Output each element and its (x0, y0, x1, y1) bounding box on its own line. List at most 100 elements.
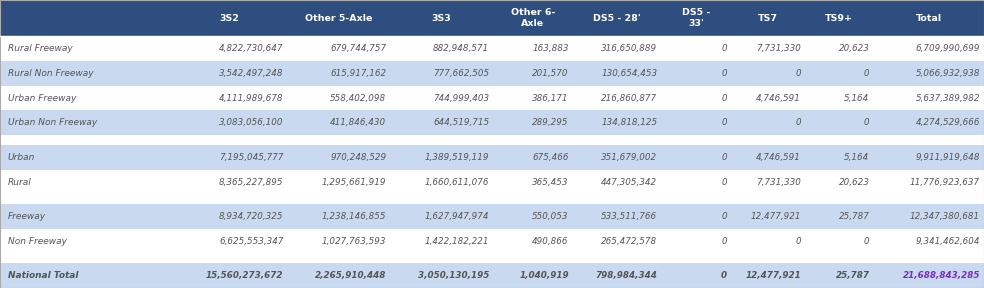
Text: 4,746,591: 4,746,591 (756, 153, 801, 162)
Bar (287, 61, 391, 86)
Text: 25,787: 25,787 (838, 212, 870, 221)
Bar (391, 61, 493, 86)
Text: 316,650,889: 316,650,889 (601, 44, 657, 53)
Bar (874, 61, 984, 86)
Text: 744,999,403: 744,999,403 (433, 94, 489, 103)
Bar (0, 36, 171, 61)
Text: 1,627,947,974: 1,627,947,974 (425, 212, 489, 221)
Bar (731, 170, 805, 194)
Text: 490,866: 490,866 (532, 237, 569, 246)
Text: 798,984,344: 798,984,344 (595, 271, 657, 280)
Bar (874, 204, 984, 229)
Text: 0: 0 (795, 69, 801, 78)
Bar (287, 145, 391, 170)
Bar (287, 229, 391, 254)
Bar (661, 263, 731, 288)
Bar (573, 86, 661, 111)
Text: Freeway: Freeway (8, 212, 46, 221)
Bar (661, 36, 731, 61)
Bar (731, 111, 805, 135)
Bar (171, 0, 287, 36)
Bar (391, 145, 493, 170)
Bar (171, 111, 287, 135)
Bar (661, 194, 731, 204)
Text: 0: 0 (864, 118, 870, 127)
Text: 0: 0 (720, 271, 727, 280)
Text: 163,883: 163,883 (532, 44, 569, 53)
Text: 615,917,162: 615,917,162 (331, 69, 387, 78)
Text: 1,040,919: 1,040,919 (520, 271, 569, 280)
Text: 7,195,045,777: 7,195,045,777 (219, 153, 283, 162)
Bar (805, 229, 874, 254)
Bar (731, 86, 805, 111)
Text: 365,453: 365,453 (532, 177, 569, 187)
Bar (287, 36, 391, 61)
Bar (493, 263, 573, 288)
Bar (493, 145, 573, 170)
Bar (731, 229, 805, 254)
Text: Urban Non Freeway: Urban Non Freeway (8, 118, 97, 127)
Text: 201,570: 201,570 (532, 69, 569, 78)
Text: 0: 0 (721, 44, 727, 53)
Text: 1,027,763,593: 1,027,763,593 (322, 237, 387, 246)
Bar (493, 111, 573, 135)
Bar (391, 86, 493, 111)
Bar (573, 0, 661, 36)
Bar (731, 254, 805, 263)
Bar (731, 135, 805, 145)
Bar (661, 61, 731, 86)
Bar (573, 111, 661, 135)
Text: 6,625,553,347: 6,625,553,347 (219, 237, 283, 246)
Bar (493, 170, 573, 194)
Bar (805, 204, 874, 229)
Bar (171, 194, 287, 204)
Text: 0: 0 (721, 212, 727, 221)
Bar (171, 135, 287, 145)
Bar (661, 0, 731, 36)
Bar (0, 61, 171, 86)
Bar (573, 61, 661, 86)
Bar (0, 170, 171, 194)
Bar (731, 204, 805, 229)
Bar (805, 170, 874, 194)
Bar (171, 229, 287, 254)
Bar (661, 254, 731, 263)
Bar (661, 145, 731, 170)
Text: 12,347,380,681: 12,347,380,681 (910, 212, 980, 221)
Bar (805, 194, 874, 204)
Bar (0, 204, 171, 229)
Bar (0, 86, 171, 111)
Bar (573, 135, 661, 145)
Text: 0: 0 (721, 118, 727, 127)
Bar (805, 263, 874, 288)
Bar (493, 204, 573, 229)
Bar (661, 135, 731, 145)
Text: 675,466: 675,466 (532, 153, 569, 162)
Bar (391, 111, 493, 135)
Bar (805, 111, 874, 135)
Bar (874, 36, 984, 61)
Text: 7,731,330: 7,731,330 (756, 177, 801, 187)
Text: 970,248,529: 970,248,529 (331, 153, 387, 162)
Bar (805, 86, 874, 111)
Text: 8,365,227,895: 8,365,227,895 (219, 177, 283, 187)
Text: DS5 -
33': DS5 - 33' (682, 8, 710, 28)
Text: 386,171: 386,171 (532, 94, 569, 103)
Text: Rural: Rural (8, 177, 31, 187)
Bar (0, 229, 171, 254)
Bar (391, 263, 493, 288)
Text: 4,822,730,647: 4,822,730,647 (219, 44, 283, 53)
Bar (0, 111, 171, 135)
Text: 3S3: 3S3 (432, 14, 452, 22)
Text: 0: 0 (721, 237, 727, 246)
Text: 216,860,877: 216,860,877 (601, 94, 657, 103)
Bar (731, 61, 805, 86)
Text: National Total: National Total (8, 271, 79, 280)
Bar (391, 36, 493, 61)
Text: 12,477,921: 12,477,921 (745, 271, 801, 280)
Bar (493, 254, 573, 263)
Text: 533,511,766: 533,511,766 (601, 212, 657, 221)
Text: 9,341,462,604: 9,341,462,604 (915, 237, 980, 246)
Text: 0: 0 (795, 237, 801, 246)
Bar (287, 194, 391, 204)
